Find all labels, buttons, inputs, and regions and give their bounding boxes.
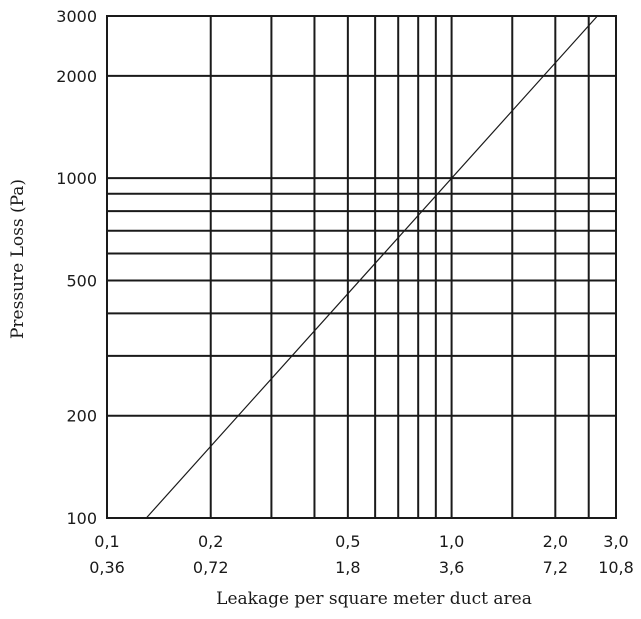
y-tick-label: 100 — [66, 509, 97, 528]
y-tick-label: 3000 — [56, 7, 97, 26]
x-tick-label-secondary: 1,8 — [335, 558, 360, 577]
x-tick-label: 1,0 — [439, 532, 464, 551]
series-layer — [145, 15, 598, 519]
x-tick-label-secondary: 7,2 — [543, 558, 568, 577]
x-gridlines — [209, 16, 590, 518]
x-tick-label-secondary: 0,72 — [193, 558, 229, 577]
y-tick-label: 500 — [66, 271, 97, 290]
x-tick-label-secondary: 0,36 — [89, 558, 125, 577]
x-tick-label: 0,2 — [198, 532, 223, 551]
x-tick-label-secondary: 10,8 — [598, 558, 634, 577]
x-axis-title: Leakage per square meter duct area — [216, 589, 532, 609]
x-tick-label: 3,0 — [603, 532, 628, 551]
x-tick-label-secondary: 3,6 — [439, 558, 464, 577]
x-tick-label: 0,5 — [335, 532, 360, 551]
y-gridlines — [107, 74, 616, 417]
x-tick-label: 2,0 — [543, 532, 568, 551]
x-tick-labels: 0,1 0,36 0,2 0,72 0,5 1,8 1,0 3,6 2,0 7,2 3,0 10,8 — [89, 532, 634, 577]
y-tick-labels: 3000 2000 1000 500 200 100 — [56, 7, 97, 528]
series-line — [145, 15, 598, 519]
y-tick-label: 2000 — [56, 67, 97, 86]
y-tick-label: 200 — [66, 407, 97, 426]
plot-frame — [106, 15, 617, 519]
y-axis-title: Pressure Loss (Pa) — [8, 179, 28, 339]
x-tick-label: 0,1 — [94, 532, 119, 551]
y-tick-label: 1000 — [56, 169, 97, 188]
